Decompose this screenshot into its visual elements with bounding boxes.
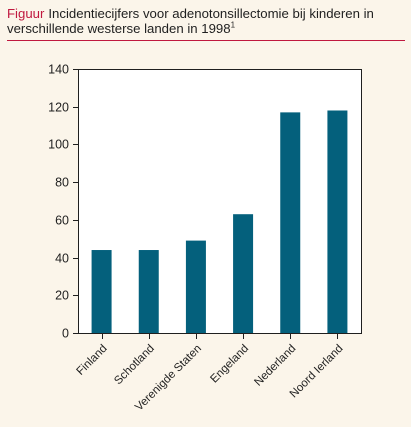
figure-caption: Figuur Incidentiecijfers voor adenotonsil… — [7, 6, 405, 36]
y-axis: 0 20 40 60 80 100 120 140 — [48, 63, 78, 341]
y-tick-label: 100 — [48, 138, 69, 152]
x-tick-label: Schotland — [112, 343, 157, 388]
bar — [138, 250, 159, 333]
x-tick-label: Finland — [75, 343, 110, 378]
y-tick-label: 60 — [55, 214, 69, 228]
bars — [91, 110, 348, 333]
y-tick-label: 20 — [55, 289, 69, 303]
caption-label: Figuur — [7, 6, 45, 21]
bar — [233, 214, 254, 333]
y-tick-label: 140 — [48, 63, 69, 77]
plot-frame — [78, 69, 362, 334]
caption-footnote: 1 — [230, 20, 236, 30]
bar — [91, 250, 112, 333]
caption-text: Incidentiecijfers voor adenotonsillectom… — [7, 6, 374, 36]
y-tick-label: 0 — [62, 327, 69, 341]
y-tick-label: 120 — [48, 101, 69, 115]
x-tick-label: Nederland — [252, 343, 298, 389]
bar — [280, 112, 301, 333]
y-tick-label: 80 — [55, 176, 69, 190]
bar — [185, 240, 206, 333]
bar — [327, 110, 348, 333]
caption-divider — [7, 40, 405, 41]
x-tick-label: Engeland — [208, 343, 251, 386]
y-tick-label: 40 — [55, 252, 69, 266]
